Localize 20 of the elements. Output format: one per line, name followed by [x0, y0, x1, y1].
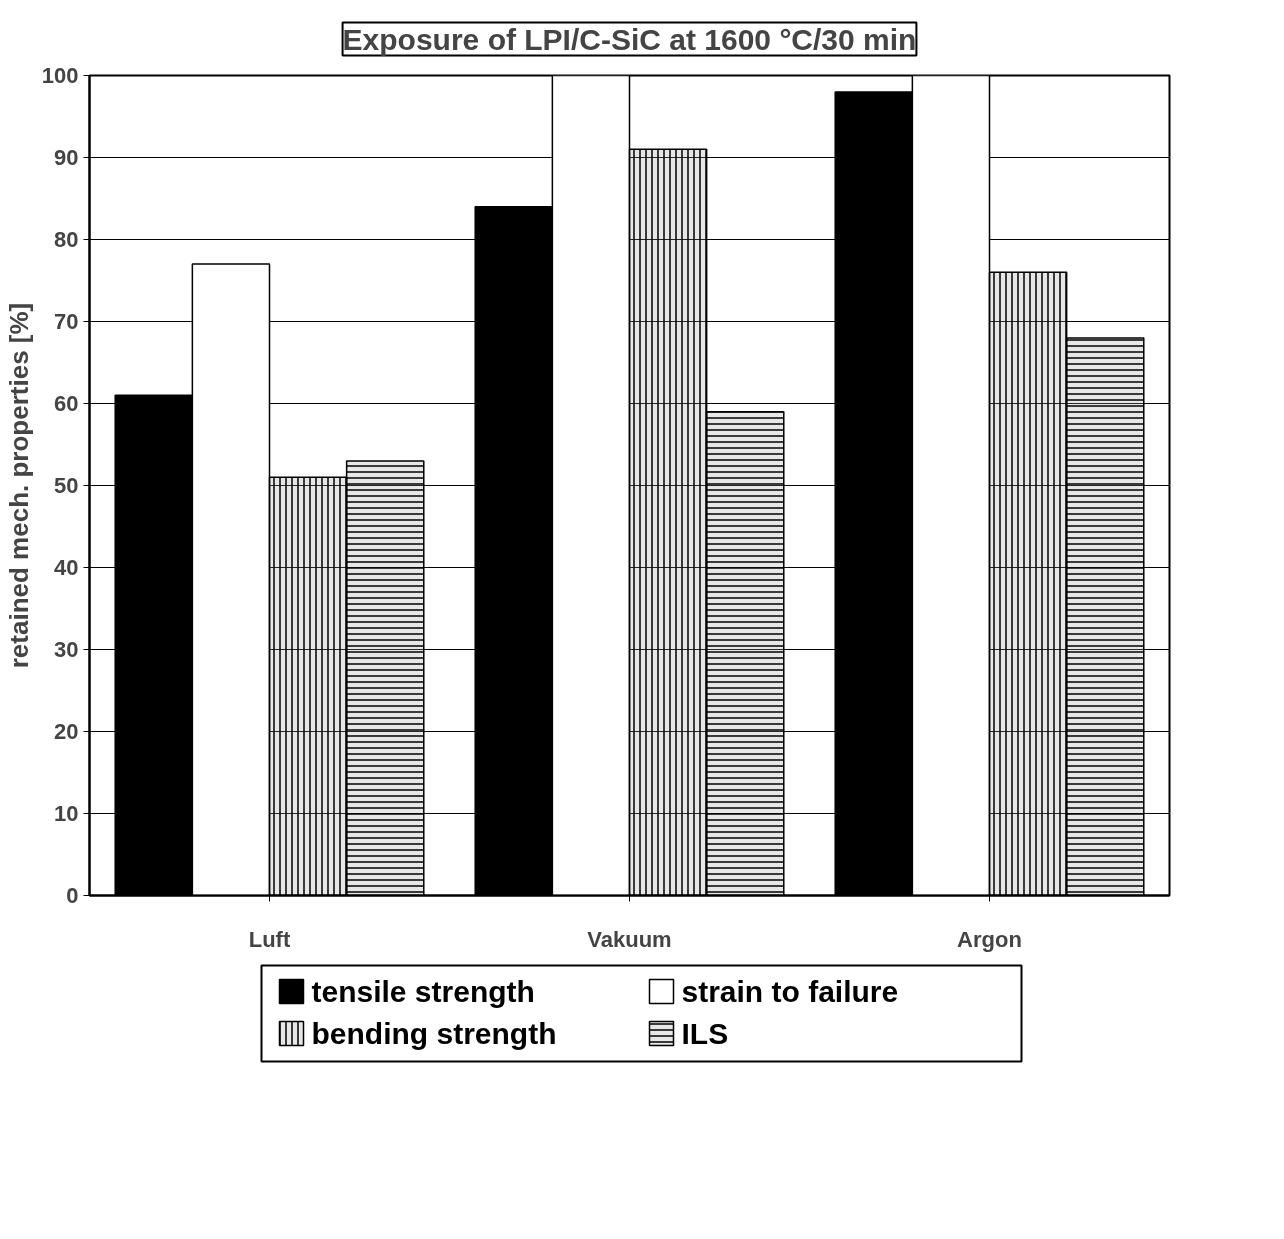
y-tick-label: 70	[54, 309, 79, 334]
y-tick-label: 60	[54, 391, 79, 416]
y-tick-label: 30	[54, 637, 79, 662]
x-tick-label: Vakuum	[587, 926, 672, 952]
legend-label: tensile strength	[311, 975, 535, 1008]
y-tick-label: 100	[41, 63, 79, 88]
y-tick-label: 20	[54, 719, 79, 744]
x-tick-label: Argon	[957, 926, 1022, 952]
legend-label: ILS	[681, 1017, 729, 1050]
legend-label: strain to failure	[681, 975, 899, 1008]
y-tick-label: 90	[54, 145, 79, 170]
y-tick-label: 80	[54, 227, 79, 252]
y-tick-label: 50	[54, 473, 79, 498]
legend-label: bending strength	[311, 1017, 557, 1050]
y-tick-label: 10	[54, 801, 79, 826]
y-axis-title: retained mech. properties [%]	[3, 302, 34, 669]
chart-title: Exposure of LPI/C-SiC at 1600 °C/30 min	[342, 22, 917, 56]
y-tick-label: 40	[54, 555, 79, 580]
y-tick-label: 0	[66, 883, 79, 908]
x-tick-label: Luft	[248, 926, 291, 952]
